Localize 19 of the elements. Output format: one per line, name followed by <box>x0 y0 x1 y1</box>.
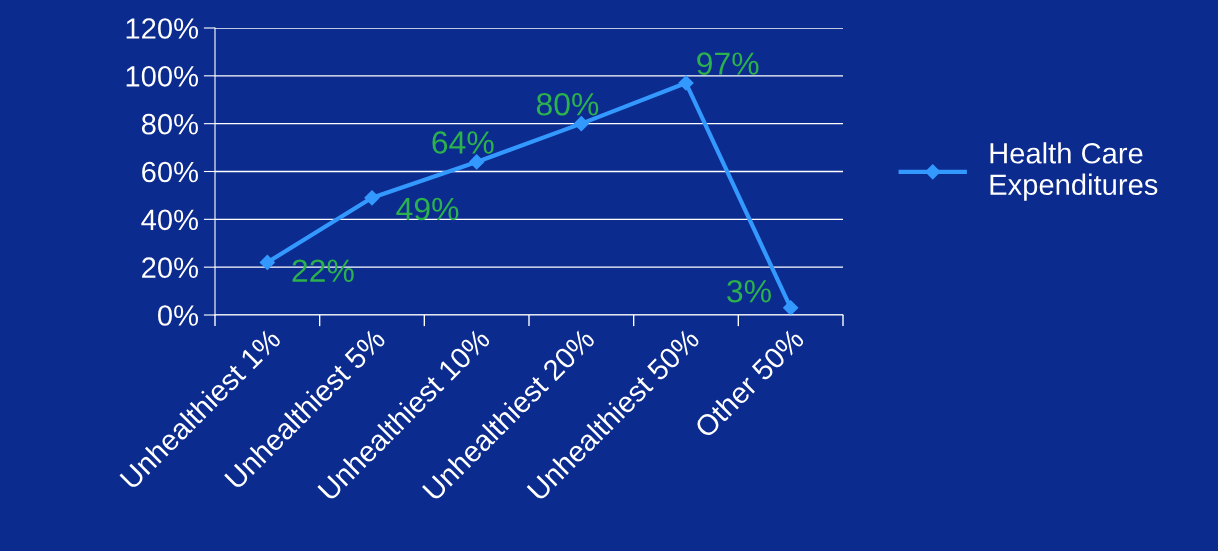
point <box>364 190 380 206</box>
y-tick-label: 0% <box>158 305 198 326</box>
y-tick-label: 40% <box>141 209 198 231</box>
y-tick-label: 100% <box>126 66 198 87</box>
point <box>783 300 799 316</box>
data-label: 49% <box>396 197 459 221</box>
y-tick-label: 80% <box>141 113 198 135</box>
legend-label: Health Care Expenditures <box>990 142 1158 201</box>
point <box>259 254 275 270</box>
data-label: 97% <box>697 52 759 75</box>
point <box>573 116 589 132</box>
data-label: 3% <box>727 279 771 303</box>
point <box>469 154 485 170</box>
y-tick-label: 60% <box>142 161 198 183</box>
y-tick-label: 20% <box>142 257 198 279</box>
data-label: 64% <box>432 131 494 154</box>
data-label: 80% <box>536 92 599 116</box>
y-tick-label: 120% <box>126 18 198 39</box>
point <box>678 75 694 91</box>
